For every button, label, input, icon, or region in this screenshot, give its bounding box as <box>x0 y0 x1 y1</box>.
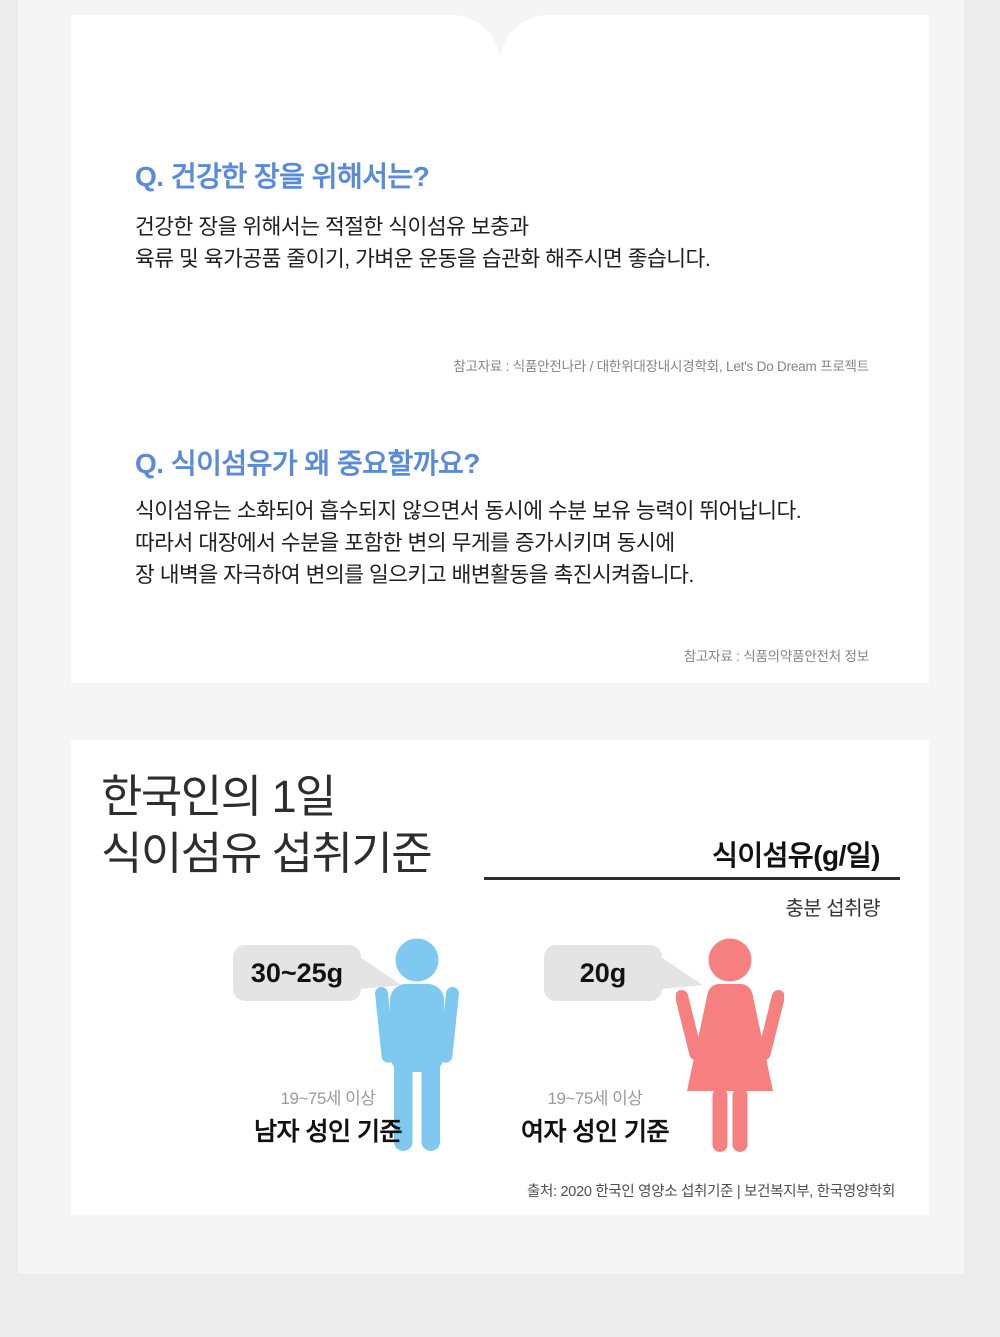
intake-title-line-1: 한국인의 1일 <box>101 771 337 822</box>
question-1-heading: Q. 건강한 장을 위해서는? <box>135 161 430 192</box>
male-amount-value: 30~25g <box>250 957 344 988</box>
underline-rule <box>484 877 900 880</box>
intake-title-line-2: 식이섬유 섭취기준 <box>101 828 433 879</box>
female-group-label: 여자 성인 기준 <box>521 1118 669 1146</box>
reference-1-text: 참고자료 : 식품안전나라 / 대한위대장내시경학회, Let's Do Dre… <box>453 359 869 374</box>
intake-title: 한국인의 1일 식이섬유 섭취기준 <box>101 768 433 882</box>
male-amount-bubble: 30~25g <box>233 945 402 1001</box>
male-caption: 19~75세 이상 남자 성인 기준 <box>168 1084 488 1148</box>
intake-card: 한국인의 1일 식이섬유 섭취기준 식이섬유(g/일) 충분 섭취량 30~25… <box>71 740 929 1215</box>
answer-2-line-3: 장 내벽을 자극하여 변의를 일으키고 배변활동을 촉진시켜줍니다. <box>135 563 694 587</box>
male-age-range: 19~75세 이상 <box>280 1089 376 1108</box>
answer-2-line-2: 따라서 대장에서 수분을 포함한 변의 무게를 증가시키며 동시에 <box>135 531 675 555</box>
fiber-unit-label: 식이섬유(g/일) <box>712 840 880 871</box>
female-amount-bubble: 20g <box>544 945 703 1001</box>
female-amount-value: 20g <box>579 957 627 988</box>
page-fold-notch-icon <box>452 15 548 63</box>
source-citation: 출처: 2020 한국인 영양소 섭취기준 | 보건복지부, 한국영양학회 <box>527 1184 895 1200</box>
sufficient-intake-label: 충분 섭취량 <box>785 898 880 920</box>
answer-2-text: 식이섬유는 소화되어 흡수되지 않으면서 동시에 수분 보유 능력이 뛰어납니다… <box>135 495 802 591</box>
female-caption: 19~75세 이상 여자 성인 기준 <box>435 1084 755 1148</box>
reference-2-text: 참고자료 : 식품의약품안전처 정보 <box>683 649 869 664</box>
answer-1-line-1: 건강한 장을 위해서는 적절한 식이섬유 보충과 <box>135 215 529 239</box>
male-figure-icon <box>375 938 459 1151</box>
qa-card: Q. 건강한 장을 위해서는? 건강한 장을 위해서는 적절한 식이섬유 보충과… <box>71 15 929 683</box>
question-2-heading: Q. 식이섬유가 왜 중요할까요? <box>135 448 480 479</box>
answer-2-line-1: 식이섬유는 소화되어 흡수되지 않으면서 동시에 수분 보유 능력이 뛰어납니다… <box>135 499 802 523</box>
female-figure-icon <box>676 938 784 1152</box>
female-age-range: 19~75세 이상 <box>547 1089 643 1108</box>
content-column: Q. 건강한 장을 위해서는? 건강한 장을 위해서는 적절한 식이섬유 보충과… <box>18 0 964 1274</box>
answer-1-line-2: 육류 및 육가공품 줄이기, 가벼운 운동을 습관화 해주시면 좋습니다. <box>135 247 711 271</box>
answer-1-text: 건강한 장을 위해서는 적절한 식이섬유 보충과 육류 및 육가공품 줄이기, … <box>135 211 711 275</box>
male-group-label: 남자 성인 기준 <box>254 1118 402 1146</box>
